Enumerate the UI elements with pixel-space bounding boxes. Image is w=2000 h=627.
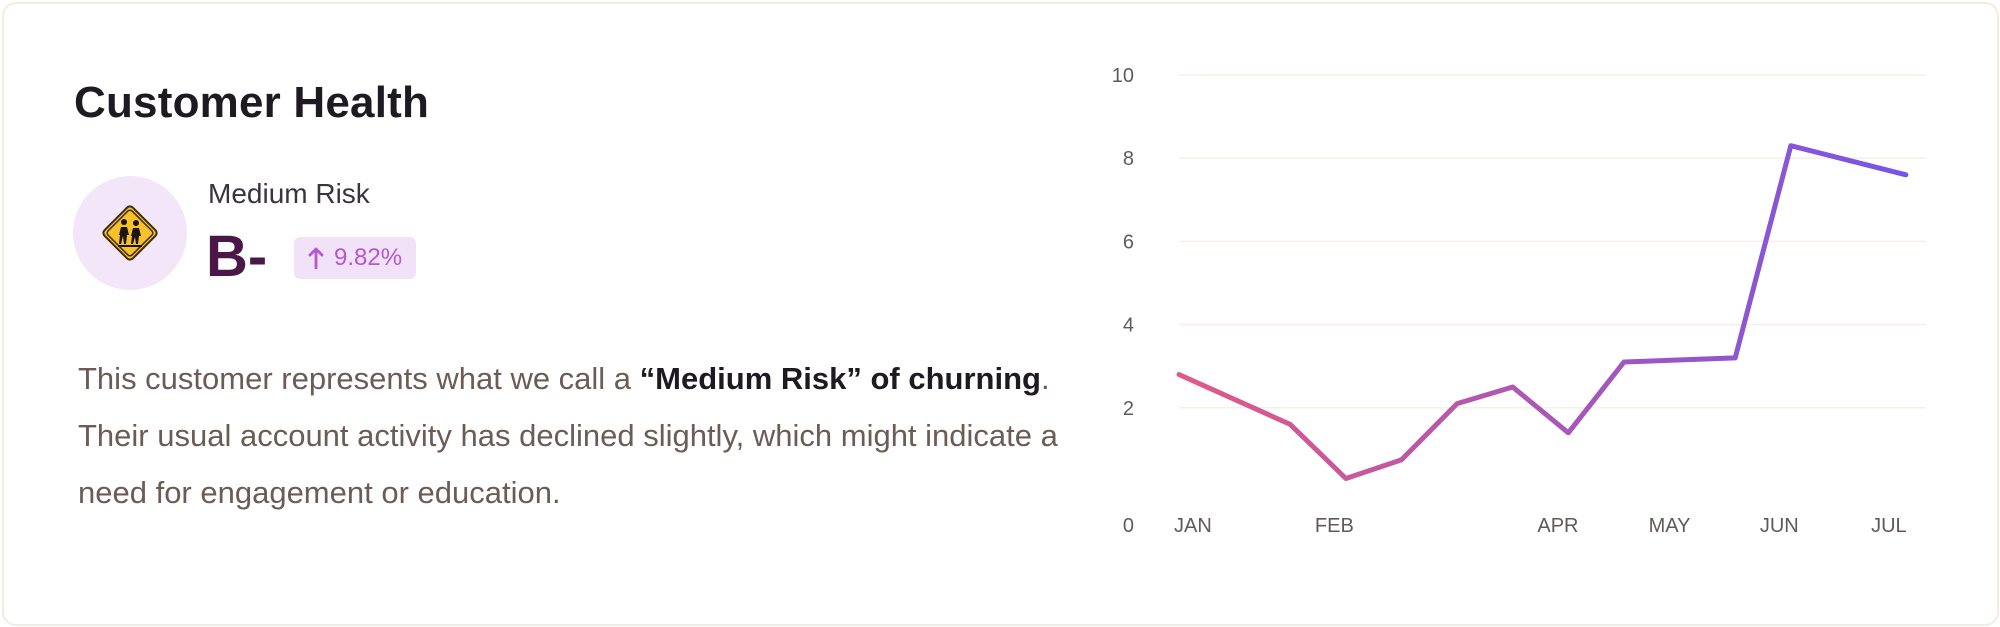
x-tick-label: JAN xyxy=(1174,515,1212,537)
description-emphasis: “Medium Risk” of churning xyxy=(639,361,1041,396)
description-text-end: . Their usual account activity has decli… xyxy=(78,361,1058,510)
x-tick-label: MAY xyxy=(1649,515,1691,537)
y-tick-label: 2 xyxy=(1123,398,1134,420)
school-crossing-warning-sign-icon xyxy=(102,205,158,261)
x-tick-label: JUL xyxy=(1871,515,1907,537)
risk-description: This customer represents what we call a … xyxy=(78,350,1068,521)
x-tick-label: FEB xyxy=(1315,515,1354,537)
y-tick-label: 6 xyxy=(1123,231,1134,253)
risk-badge xyxy=(73,176,187,290)
health-score-line xyxy=(1176,143,1909,481)
change-value: 9.82% xyxy=(334,244,403,271)
risk-level-label: Medium Risk xyxy=(208,178,370,209)
change-badge: 9.82% xyxy=(294,237,417,279)
arrow-up-icon xyxy=(308,247,324,269)
description-text-start: This customer represents what we call a xyxy=(78,361,640,396)
y-tick-label: 4 xyxy=(1123,315,1134,337)
y-tick-label: 8 xyxy=(1123,148,1134,170)
x-tick-label: JUN xyxy=(1760,515,1799,537)
health-grade: B- xyxy=(206,224,268,289)
y-tick-label: 0 xyxy=(1123,515,1134,537)
y-tick-label: 10 xyxy=(1112,65,1134,87)
x-tick-label: APR xyxy=(1537,515,1578,537)
card-title: Customer Health xyxy=(74,78,430,127)
